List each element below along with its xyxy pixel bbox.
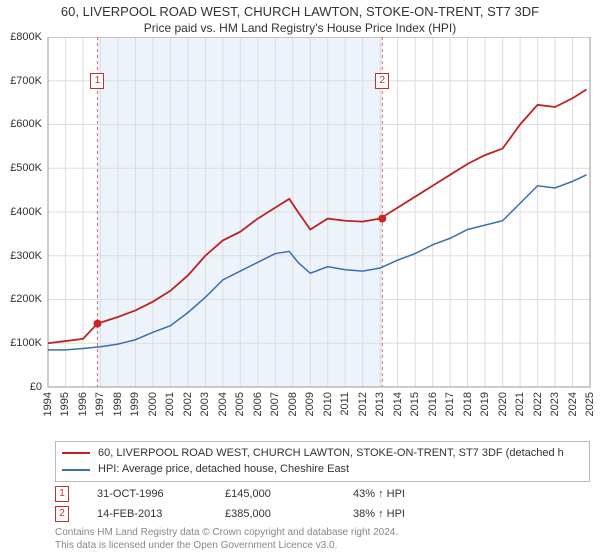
xtick-label: 2002 xyxy=(182,392,194,416)
ytick-label: £0 xyxy=(0,381,42,393)
footer-line-2: This data is licensed under the Open Gov… xyxy=(55,539,590,552)
xtick-label: 2025 xyxy=(584,392,596,416)
xtick-label: 1996 xyxy=(77,392,89,416)
sales-date-1: 31-OCT-1996 xyxy=(97,488,197,500)
legend-label-property: 60, LIVERPOOL ROAD WEST, CHURCH LAWTON, … xyxy=(98,445,564,462)
chart-subtitle: Price paid vs. HM Land Registry's House … xyxy=(0,21,600,37)
ytick-label: £300K xyxy=(0,250,42,262)
sale-marker-box: 1 xyxy=(90,73,104,89)
xtick-label: 1999 xyxy=(129,392,141,416)
ytick-label: £200K xyxy=(0,293,42,305)
xtick-label: 2017 xyxy=(444,392,456,416)
xtick-label: 2010 xyxy=(322,392,334,416)
xtick-label: 2001 xyxy=(164,392,176,416)
xtick-label: 2019 xyxy=(479,392,491,416)
xtick-label: 2015 xyxy=(409,392,421,416)
ytick-label: £600K xyxy=(0,118,42,130)
xtick-label: 2024 xyxy=(567,392,579,416)
legend-swatch-property xyxy=(62,452,90,454)
xtick-label: 2000 xyxy=(147,392,159,416)
sales-price-1: £145,000 xyxy=(225,488,325,500)
sales-row-2: 2 14-FEB-2013 £385,000 38% ↑ HPI xyxy=(55,504,590,524)
xtick-label: 1998 xyxy=(112,392,124,416)
xtick-label: 2018 xyxy=(462,392,474,416)
legend: 60, LIVERPOOL ROAD WEST, CHURCH LAWTON, … xyxy=(55,441,590,482)
xtick-label: 2008 xyxy=(287,392,299,416)
xtick-label: 2014 xyxy=(392,392,404,416)
legend-item-property: 60, LIVERPOOL ROAD WEST, CHURCH LAWTON, … xyxy=(62,445,583,462)
xtick-label: 1995 xyxy=(59,392,71,416)
sales-delta-2: 38% ↑ HPI xyxy=(353,508,453,520)
legend-item-hpi: HPI: Average price, detached house, Ches… xyxy=(62,461,583,478)
xtick-label: 2003 xyxy=(199,392,211,416)
sales-date-2: 14-FEB-2013 xyxy=(97,508,197,520)
sales-badge-1: 1 xyxy=(55,486,69,502)
xtick-label: 2011 xyxy=(339,392,351,416)
xtick-label: 2022 xyxy=(532,392,544,416)
xtick-label: 1994 xyxy=(42,392,54,416)
xtick-label: 2006 xyxy=(252,392,264,416)
ytick-label: £500K xyxy=(0,162,42,174)
ytick-label: £700K xyxy=(0,75,42,87)
sales-row-1: 1 31-OCT-1996 £145,000 43% ↑ HPI xyxy=(55,484,590,504)
legend-label-hpi: HPI: Average price, detached house, Ches… xyxy=(98,461,349,478)
xtick-label: 2020 xyxy=(497,392,509,416)
chart-title: 60, LIVERPOOL ROAD WEST, CHURCH LAWTON, … xyxy=(0,0,600,21)
line-chart-svg xyxy=(0,37,600,437)
sale-marker-box: 2 xyxy=(375,73,389,89)
sales-table: 1 31-OCT-1996 £145,000 43% ↑ HPI 2 14-FE… xyxy=(55,484,590,524)
xtick-label: 2016 xyxy=(427,392,439,416)
footer-line-1: Contains HM Land Registry data © Crown c… xyxy=(55,526,590,539)
ytick-label: £100K xyxy=(0,337,42,349)
sales-badge-2: 2 xyxy=(55,506,69,522)
xtick-label: 2013 xyxy=(374,392,386,416)
xtick-label: 2009 xyxy=(304,392,316,416)
sales-price-2: £385,000 xyxy=(225,508,325,520)
xtick-label: 2007 xyxy=(269,392,281,416)
sales-delta-1: 43% ↑ HPI xyxy=(353,488,453,500)
chart-area: £0£100K£200K£300K£400K£500K£600K£700K£80… xyxy=(0,37,600,437)
ytick-label: £800K xyxy=(0,31,42,43)
legend-swatch-hpi xyxy=(62,469,90,471)
xtick-label: 2023 xyxy=(549,392,561,416)
xtick-label: 1997 xyxy=(94,392,106,416)
xtick-label: 2004 xyxy=(217,392,229,416)
xtick-label: 2012 xyxy=(357,392,369,416)
xtick-label: 2021 xyxy=(514,392,526,416)
xtick-label: 2005 xyxy=(234,392,246,416)
ytick-label: £400K xyxy=(0,206,42,218)
footer: Contains HM Land Registry data © Crown c… xyxy=(55,526,590,552)
